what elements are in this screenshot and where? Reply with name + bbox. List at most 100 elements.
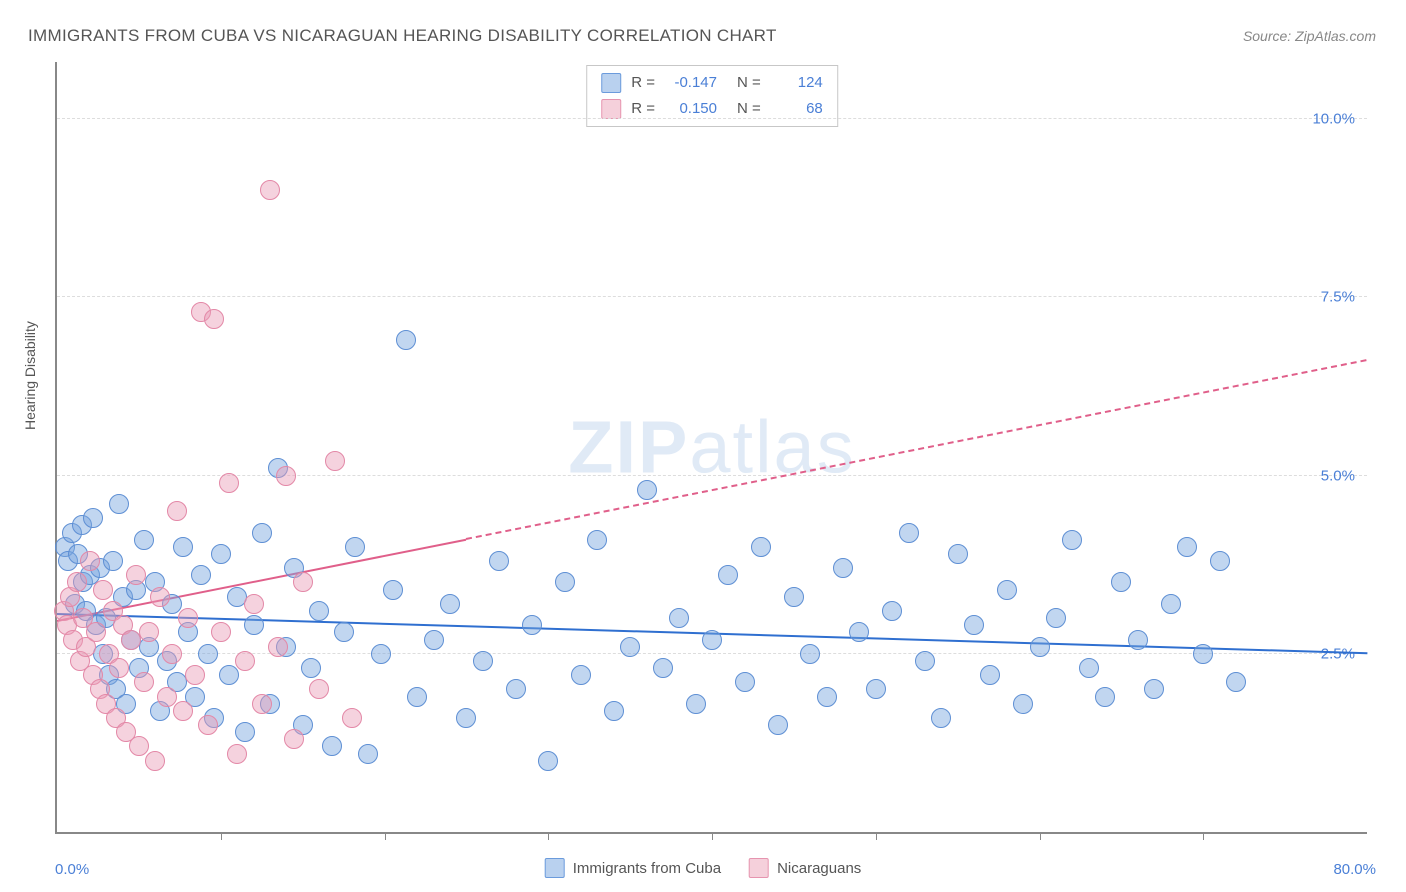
data-point [219,665,239,685]
data-point [334,622,354,642]
data-point [325,451,345,471]
data-point [185,665,205,685]
data-point [1210,551,1230,571]
data-point [103,551,123,571]
data-point [571,665,591,685]
x-tick [385,832,386,840]
data-point [948,544,968,564]
data-point [173,537,193,557]
data-point [227,744,247,764]
data-point [383,580,403,600]
data-point [83,508,103,528]
data-point [260,180,280,200]
data-point [768,715,788,735]
legend-swatch [601,73,621,93]
y-tick-label: 10.0% [1312,111,1355,128]
data-point [964,615,984,635]
data-point [1144,679,1164,699]
legend-label: Nicaraguans [777,860,861,877]
data-point [489,551,509,571]
data-point [1111,572,1131,592]
data-point [1079,658,1099,678]
data-point [309,601,329,621]
data-point [1193,644,1213,664]
data-point [866,679,886,699]
data-point [396,330,416,350]
data-point [252,694,272,714]
data-point [358,744,378,764]
legend-swatch [545,858,565,878]
data-point [997,580,1017,600]
data-point [150,587,170,607]
data-point [244,594,264,614]
plot-area: ZIPatlas R =-0.147N =124R =0.150N =68 2.… [55,62,1367,834]
data-point [134,672,154,692]
data-point [637,480,657,500]
data-point [1013,694,1033,714]
data-point [211,544,231,564]
data-point [1095,687,1115,707]
data-point [1161,594,1181,614]
data-point [268,637,288,657]
data-point [915,651,935,671]
data-point [1030,637,1050,657]
data-point [538,751,558,771]
y-tick-label: 7.5% [1321,289,1355,306]
gridline [57,475,1367,476]
data-point [162,644,182,664]
data-point [109,658,129,678]
gridline [57,653,1367,654]
y-tick-label: 2.5% [1321,645,1355,662]
data-point [109,494,129,514]
data-point [702,630,722,650]
data-point [686,694,706,714]
data-point [293,572,313,592]
data-point [121,630,141,650]
data-point [191,565,211,585]
series-legend: Immigrants from Cuba Nicaraguans [545,858,862,878]
data-point [93,580,113,600]
data-point [718,565,738,585]
legend-swatch [601,99,621,119]
data-point [849,622,869,642]
legend-label: Immigrants from Cuba [573,860,721,877]
data-point [473,651,493,671]
data-point [301,658,321,678]
data-point [1128,630,1148,650]
data-point [833,558,853,578]
data-point [198,644,218,664]
data-point [555,572,575,592]
data-point [407,687,427,707]
data-point [67,572,87,592]
data-point [522,615,542,635]
data-point [235,651,255,671]
data-point [440,594,460,614]
gridline [57,118,1367,119]
x-tick [712,832,713,840]
x-tick [221,832,222,840]
data-point [882,601,902,621]
data-point [235,722,255,742]
trend-line [466,359,1367,540]
data-point [204,309,224,329]
data-point [371,644,391,664]
x-tick [876,832,877,840]
data-point [735,672,755,692]
watermark: ZIPatlas [568,405,855,490]
data-point [506,679,526,699]
data-point [173,701,193,721]
data-point [178,608,198,628]
data-point [86,622,106,642]
data-point [1046,608,1066,628]
data-point [284,729,304,749]
data-point [1177,537,1197,557]
gridline [57,296,1367,297]
data-point [784,587,804,607]
data-point [126,565,146,585]
data-point [219,473,239,493]
x-tick [548,832,549,840]
chart-title: IMMIGRANTS FROM CUBA VS NICARAGUAN HEARI… [28,26,777,46]
data-point [424,630,444,650]
data-point [139,622,159,642]
legend-row: R =-0.147N =124 [601,70,823,96]
